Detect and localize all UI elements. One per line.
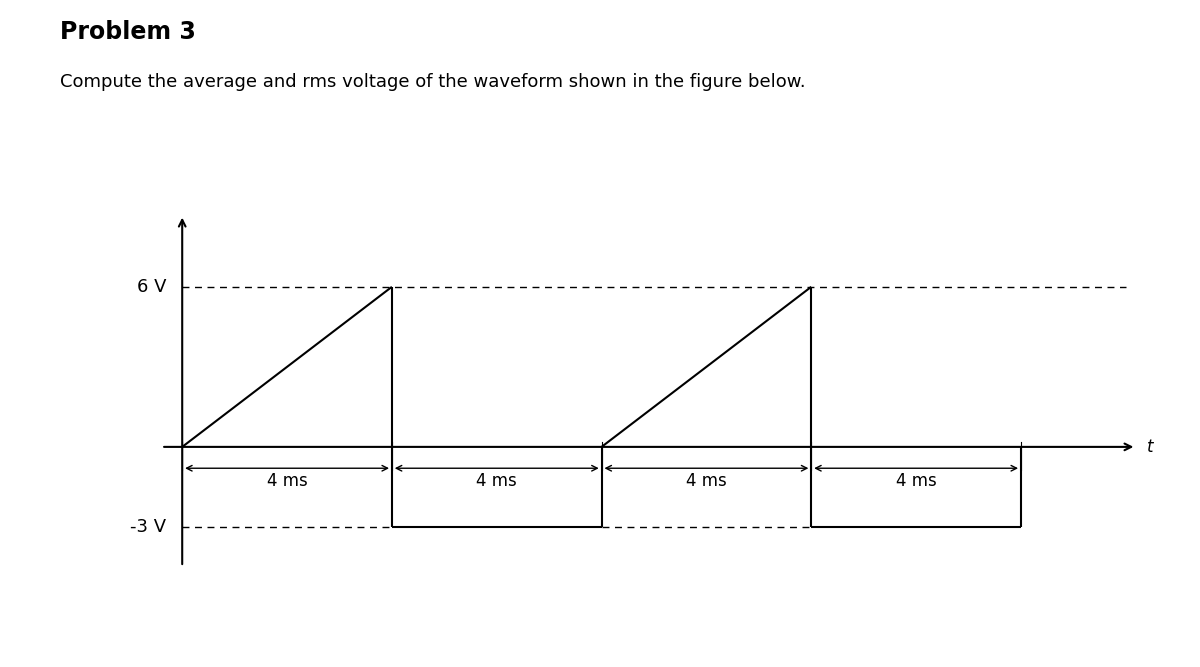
Text: 6 V: 6 V [137, 278, 167, 295]
Text: Problem 3: Problem 3 [60, 20, 196, 44]
Text: t: t [1147, 438, 1153, 456]
Text: 4 ms: 4 ms [476, 472, 517, 490]
Text: 4 ms: 4 ms [895, 472, 936, 490]
Text: 4 ms: 4 ms [686, 472, 727, 490]
Text: 4 ms: 4 ms [266, 472, 307, 490]
Text: Compute the average and rms voltage of the waveform shown in the figure below.: Compute the average and rms voltage of t… [60, 73, 805, 91]
Text: -3 V: -3 V [131, 518, 167, 536]
